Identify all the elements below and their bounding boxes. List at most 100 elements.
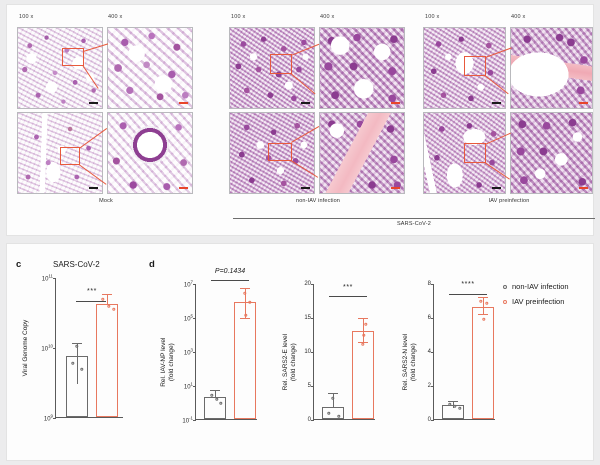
magnification-label-low: 100 x (425, 14, 440, 20)
error-bar-iav (362, 319, 364, 343)
scale-bar (89, 187, 98, 189)
data-point (482, 317, 486, 321)
magnification-row: 100 x 400 x (229, 13, 407, 27)
y-tick-mark (193, 420, 196, 421)
y-tick-mark (193, 352, 196, 353)
magnification-label-high: 400 x (108, 14, 123, 20)
data-point (448, 402, 452, 406)
data-point (327, 411, 331, 415)
significance-line (211, 280, 249, 282)
data-point (80, 367, 84, 371)
magnification-row: 100 x 400 x (17, 13, 195, 27)
significance-annotation: *** (343, 284, 353, 291)
bar-non-iav (204, 397, 226, 419)
data-point (362, 333, 366, 337)
roi-box (464, 143, 486, 163)
y-tick-label: 4 (427, 349, 431, 355)
error-bar-iav (482, 298, 484, 315)
data-point (337, 414, 341, 418)
y-tick-label: 107 (183, 279, 193, 289)
y-tick-mark (311, 386, 314, 387)
data-point (243, 291, 247, 295)
y-tick-mark (53, 278, 56, 279)
tissue-texture (320, 113, 404, 193)
y-tick-label: 1010 (41, 343, 53, 353)
micrograph-noniav-100x-2 (229, 112, 315, 194)
bar-iav (472, 307, 494, 419)
tissue-texture (424, 28, 505, 108)
plot-area: 109 1010 1011 (41, 274, 123, 423)
tissue-texture (424, 113, 505, 193)
y-axis-label-line1: Rel. SARS2-E level (281, 333, 289, 391)
data-point (210, 393, 214, 397)
y-tick-label: 105 (183, 313, 193, 323)
micrograph-mock-100x-1 (17, 27, 103, 109)
micrograph-mock-400x-1 (107, 27, 193, 109)
plot-area: 0 2 4 6 8 (428, 281, 495, 423)
micrograph-mock-400x-2 (107, 112, 193, 194)
tissue-texture (108, 28, 192, 108)
data-point (453, 404, 457, 408)
sars-cov-2-bracket (233, 218, 595, 219)
chart-title: SARS-CoV-2 (53, 260, 100, 269)
y-tick-mark (311, 352, 314, 353)
plot-area: 10-1 101 103 105 107 (182, 280, 257, 425)
sars-cov-2-bracket-label: SARS-CoV-2 (396, 221, 432, 227)
significance-annotation: *** (87, 288, 97, 295)
error-cap (102, 294, 112, 295)
chart-rel-sars2-e-level: Rel. SARS2-E level (fold change) 0 5 10 … (265, 244, 387, 462)
significance-line (449, 294, 487, 296)
magnification-label-low: 100 x (231, 14, 246, 20)
y-tick-mark (431, 352, 434, 353)
y-tick-label: 10 (304, 349, 311, 355)
micrograph-pair (17, 27, 195, 109)
y-tick-mark (311, 284, 314, 285)
roi-box (268, 143, 292, 161)
data-point (215, 397, 219, 401)
y-tick-mark (53, 418, 56, 419)
data-point (75, 344, 79, 348)
micrograph-pair (229, 27, 407, 109)
y-tick-mark (193, 284, 196, 285)
y-tick-mark (431, 386, 434, 387)
tissue-texture (108, 113, 192, 193)
chart-y-axis-label: Rel. SARS2-E level (fold change) (282, 307, 298, 417)
legend-item-non-iav[interactable]: non-IAV infection (503, 282, 569, 291)
y-tick-mark (431, 318, 434, 319)
micrograph-pair (423, 112, 595, 194)
group-caption-iav: IAV preinfection (488, 198, 530, 204)
data-point (101, 297, 105, 301)
data-point (248, 300, 252, 304)
error-cap (478, 314, 488, 315)
legend-item-iav[interactable]: IAV preinfection (503, 297, 569, 306)
group-caption-non-iav: non-IAV infection (295, 198, 341, 204)
magnification-label-low: 100 x (19, 14, 34, 20)
charts-panel: c d SARS-CoV-2 Viral Genome Copy 109 101… (6, 243, 594, 461)
micrograph-pair (17, 112, 195, 194)
micrograph-grid (229, 27, 407, 194)
scale-bar (179, 102, 188, 104)
tissue-texture (18, 28, 102, 108)
chart-legend: non-IAV infection IAV preinfection (503, 282, 569, 312)
y-tick-label: 10-1 (182, 415, 193, 425)
micrograph-grid (17, 27, 195, 194)
micrograph-noniav-400x-2 (319, 112, 405, 194)
micrograph-iav-100x-2 (423, 112, 506, 194)
micrograph-mock-100x-2 (17, 112, 103, 194)
legend-marker-circle-icon (503, 299, 507, 304)
y-tick-mark (431, 420, 434, 421)
significance-annotation: **** (461, 281, 475, 288)
y-tick-label: 0 (307, 417, 311, 423)
error-bar-non-iav (332, 394, 334, 407)
error-bar-non-iav (452, 402, 454, 408)
roi-box (62, 48, 84, 66)
y-axis-label-line1: Rel. IAV-NP level (159, 337, 167, 387)
scale-bar (301, 187, 310, 189)
roi-box (270, 54, 292, 74)
scale-bar (391, 187, 400, 189)
legend-label: IAV preinfection (512, 297, 565, 306)
chart-y-axis-label: Rel. SARS2-N level (fold change) (402, 307, 418, 417)
scale-bar (579, 102, 588, 104)
error-cap (240, 318, 250, 319)
bar-iav (96, 304, 118, 417)
